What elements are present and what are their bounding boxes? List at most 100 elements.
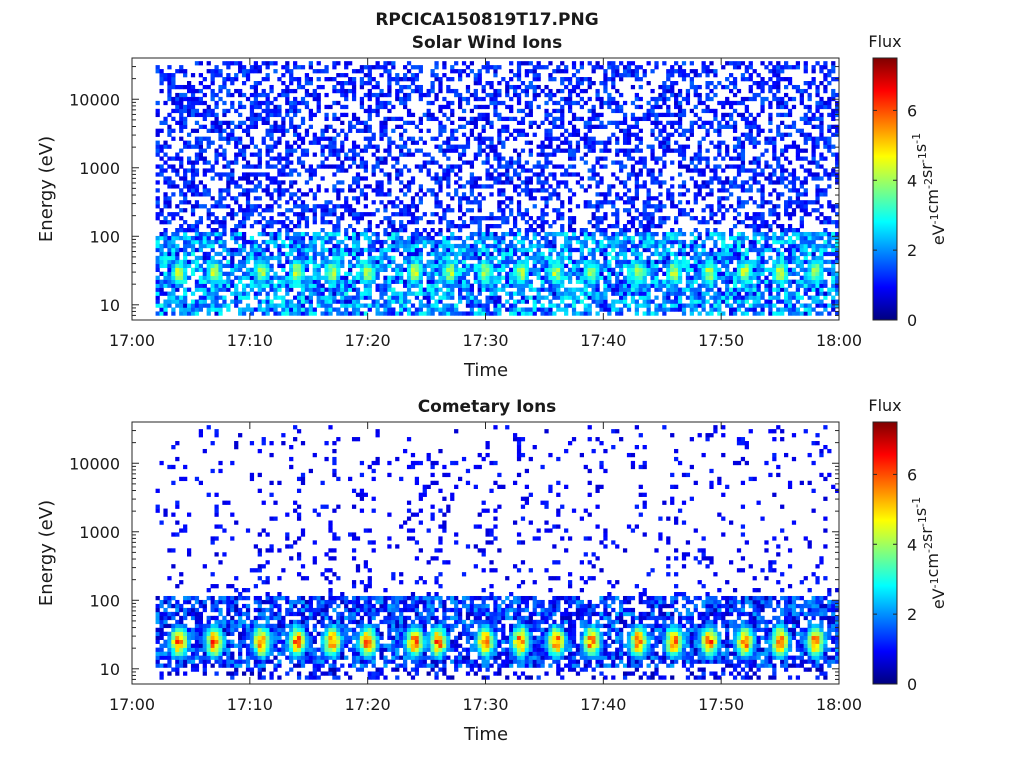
spectrogram-cell — [387, 243, 392, 249]
spectrogram-cell — [473, 124, 478, 129]
spectrogram-cell — [159, 307, 164, 312]
spectrogram-cell — [198, 61, 203, 66]
spectrogram-cell — [155, 239, 160, 245]
spectrogram-cell — [454, 275, 459, 280]
spectrogram-cell — [406, 299, 412, 304]
spectrogram-cell — [406, 243, 412, 249]
spectrogram-cell — [465, 100, 471, 106]
spectrogram-cell — [426, 259, 431, 265]
spectrogram-cell — [375, 112, 380, 118]
spectrogram-cell — [281, 120, 286, 125]
spectrogram-cell — [363, 235, 368, 241]
spectrogram-cell — [575, 180, 581, 185]
spectrogram-cell — [312, 96, 317, 102]
spectrogram-cell — [615, 160, 620, 165]
spectrogram-cell — [308, 168, 313, 173]
spectrogram-cell — [332, 231, 337, 237]
spectrogram-cell — [273, 295, 278, 300]
spectrogram-cell — [489, 81, 494, 86]
spectrogram-cell — [567, 208, 573, 213]
spectrogram-cell — [387, 275, 392, 280]
spectrogram-cell — [560, 180, 565, 185]
spectrogram-cell — [697, 156, 702, 161]
spectrogram-cell — [418, 188, 423, 193]
spectrogram-cell — [654, 287, 659, 292]
spectrogram-cell — [190, 251, 196, 257]
spectrogram-cell — [406, 212, 412, 217]
spectrogram-cell — [367, 69, 372, 74]
spectrogram-cell — [277, 204, 282, 209]
spectrogram-cell — [367, 279, 372, 284]
spectrogram-cell — [222, 172, 227, 177]
spectrogram-cell — [395, 295, 400, 300]
spectrogram-cell — [249, 208, 255, 213]
spectrogram-cell — [697, 291, 702, 296]
solar-wind-spectrogram-cells — [155, 61, 840, 316]
spectrogram-cell — [336, 239, 341, 245]
spectrogram-cell — [234, 180, 239, 185]
spectrogram-cell — [257, 196, 262, 201]
spectrogram-cell — [332, 204, 337, 209]
spectrogram-cell — [159, 220, 164, 225]
spectrogram-cell — [599, 295, 604, 300]
spectrogram-cell — [516, 65, 522, 70]
spectrogram-cell — [226, 212, 231, 217]
spectrogram-cell — [277, 247, 282, 253]
spectrogram-cell — [344, 196, 349, 201]
spectrogram-cell — [630, 251, 636, 257]
spectrogram-cell — [183, 299, 188, 304]
spectrogram-cell — [230, 279, 235, 284]
spectrogram-cell — [509, 259, 514, 265]
spectrogram-cell — [622, 116, 628, 122]
spectrogram-cell — [615, 140, 620, 145]
spectrogram-cell — [658, 287, 663, 292]
spectrogram-cell — [670, 307, 675, 312]
spectrogram-cell — [611, 96, 616, 102]
spectrogram-cell — [560, 275, 565, 280]
spectrogram-cell — [316, 287, 321, 292]
spectrogram-cell — [438, 88, 443, 94]
spectrogram-cell — [293, 235, 298, 241]
spectrogram-cell — [300, 235, 306, 241]
spectrogram-cell — [328, 307, 333, 312]
spectrogram-cell — [308, 61, 313, 66]
spectrogram-cell — [261, 271, 266, 276]
spectrogram-cell — [316, 271, 321, 276]
spectrogram-cell — [190, 259, 196, 265]
spectrogram-cell — [363, 176, 368, 181]
spectrogram-cell — [179, 124, 184, 129]
spectrogram-cell — [446, 116, 451, 122]
spectrogram-cell — [214, 216, 219, 221]
spectrogram-cell — [194, 88, 200, 94]
spectrogram-cell — [446, 140, 451, 145]
spectrogram-cell — [677, 275, 683, 280]
spectrogram-cell — [701, 168, 706, 173]
spectrogram-cell — [214, 172, 219, 177]
spectrogram-cell — [367, 136, 372, 141]
spectrogram-cell — [379, 200, 384, 205]
spectrogram-cell — [230, 136, 235, 141]
spectrogram-cell — [167, 283, 172, 288]
spectrogram-cell — [461, 259, 467, 265]
spectrogram-cell — [450, 136, 455, 141]
spectrogram-cell — [509, 247, 514, 253]
spectrogram-cell — [567, 196, 573, 201]
spectrogram-cell — [622, 192, 628, 197]
spectrogram-cell — [171, 239, 176, 245]
spectrogram-cell — [438, 180, 443, 185]
spectrogram-cell — [595, 112, 600, 118]
spectrogram-cell — [198, 239, 203, 245]
spectrogram-cell — [253, 104, 258, 110]
spectrogram-cell — [693, 267, 698, 273]
spectrogram-cell — [277, 196, 282, 201]
spectrogram-cell — [399, 307, 404, 312]
spectrogram-cell — [183, 255, 188, 261]
spectrogram-cell — [509, 176, 514, 181]
spectrogram-cell — [379, 303, 384, 308]
spectrogram-cell — [241, 188, 247, 193]
spectrogram-cell — [183, 140, 188, 145]
spectrogram-cell — [245, 69, 251, 74]
spectrogram-cell — [662, 251, 667, 257]
spectrogram-cell — [650, 212, 655, 217]
spectrogram-cell — [257, 116, 262, 122]
